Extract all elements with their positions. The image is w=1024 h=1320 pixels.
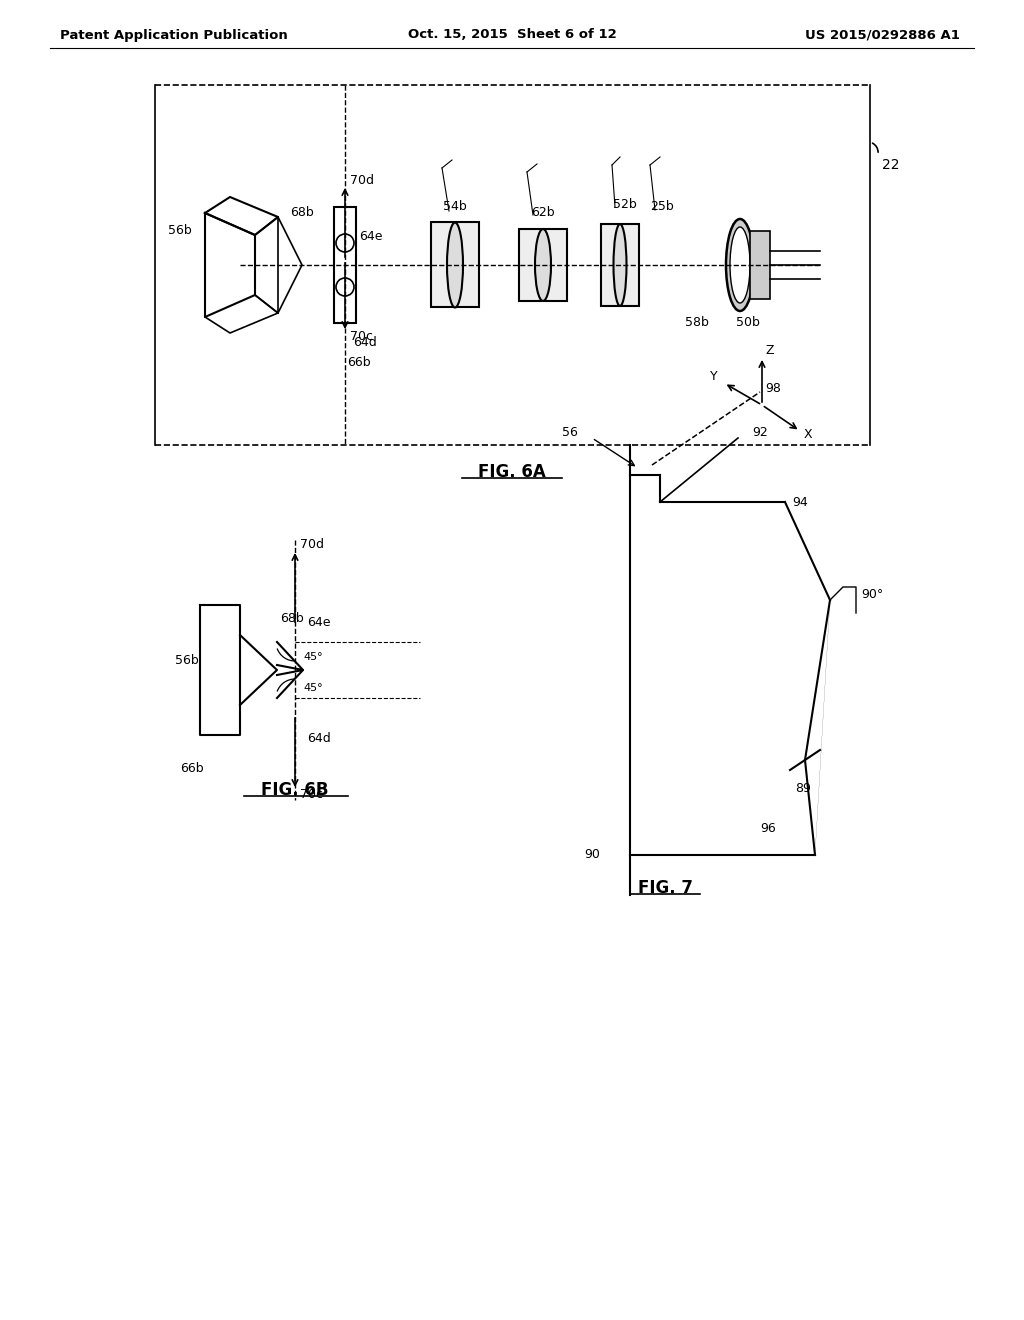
- Text: 25b: 25b: [650, 201, 674, 214]
- Text: 45°: 45°: [303, 682, 323, 693]
- Text: 70c: 70c: [300, 788, 323, 801]
- Ellipse shape: [730, 227, 750, 304]
- Text: 70d: 70d: [300, 539, 324, 552]
- Text: 94: 94: [792, 495, 808, 508]
- Text: 90: 90: [584, 849, 600, 862]
- Text: FIG. 7: FIG. 7: [638, 879, 692, 898]
- Ellipse shape: [535, 228, 551, 301]
- Text: 70d: 70d: [350, 173, 374, 186]
- Text: Y: Y: [711, 371, 718, 384]
- Text: 96: 96: [760, 821, 776, 834]
- Text: 90°: 90°: [861, 589, 884, 602]
- Text: 92: 92: [752, 425, 768, 438]
- Text: 66b: 66b: [180, 762, 204, 775]
- Text: 66b: 66b: [347, 356, 371, 370]
- Ellipse shape: [726, 219, 754, 312]
- Text: 64e: 64e: [307, 615, 331, 628]
- Text: 64d: 64d: [353, 337, 377, 350]
- FancyBboxPatch shape: [750, 231, 770, 300]
- Text: 22: 22: [882, 158, 899, 172]
- Text: 54b: 54b: [443, 201, 467, 214]
- Text: 70c: 70c: [350, 330, 373, 343]
- Text: 45°: 45°: [303, 652, 323, 663]
- Text: Patent Application Publication: Patent Application Publication: [60, 29, 288, 41]
- Text: 64e: 64e: [359, 231, 383, 243]
- Text: US 2015/0292886 A1: US 2015/0292886 A1: [805, 29, 961, 41]
- Text: 56: 56: [562, 425, 578, 438]
- Text: 68b: 68b: [280, 611, 304, 624]
- Text: X: X: [804, 429, 813, 441]
- Text: 52b: 52b: [613, 198, 637, 211]
- FancyBboxPatch shape: [601, 224, 639, 306]
- FancyBboxPatch shape: [431, 222, 479, 308]
- Text: Z: Z: [765, 345, 773, 358]
- Text: 50b: 50b: [736, 317, 760, 330]
- Text: 98: 98: [765, 381, 781, 395]
- Text: 89: 89: [795, 781, 811, 795]
- Text: FIG. 6A: FIG. 6A: [478, 463, 546, 480]
- FancyBboxPatch shape: [334, 207, 356, 323]
- Text: Oct. 15, 2015  Sheet 6 of 12: Oct. 15, 2015 Sheet 6 of 12: [408, 29, 616, 41]
- Ellipse shape: [447, 223, 463, 308]
- Text: 62b: 62b: [531, 206, 555, 219]
- Text: FIG. 6B: FIG. 6B: [261, 781, 329, 799]
- Text: 58b: 58b: [685, 317, 709, 330]
- Ellipse shape: [613, 224, 627, 306]
- Text: 56b: 56b: [175, 653, 199, 667]
- Text: 56b: 56b: [168, 223, 191, 236]
- Text: 68b: 68b: [290, 206, 313, 219]
- FancyBboxPatch shape: [519, 228, 567, 301]
- Text: 64d: 64d: [307, 731, 331, 744]
